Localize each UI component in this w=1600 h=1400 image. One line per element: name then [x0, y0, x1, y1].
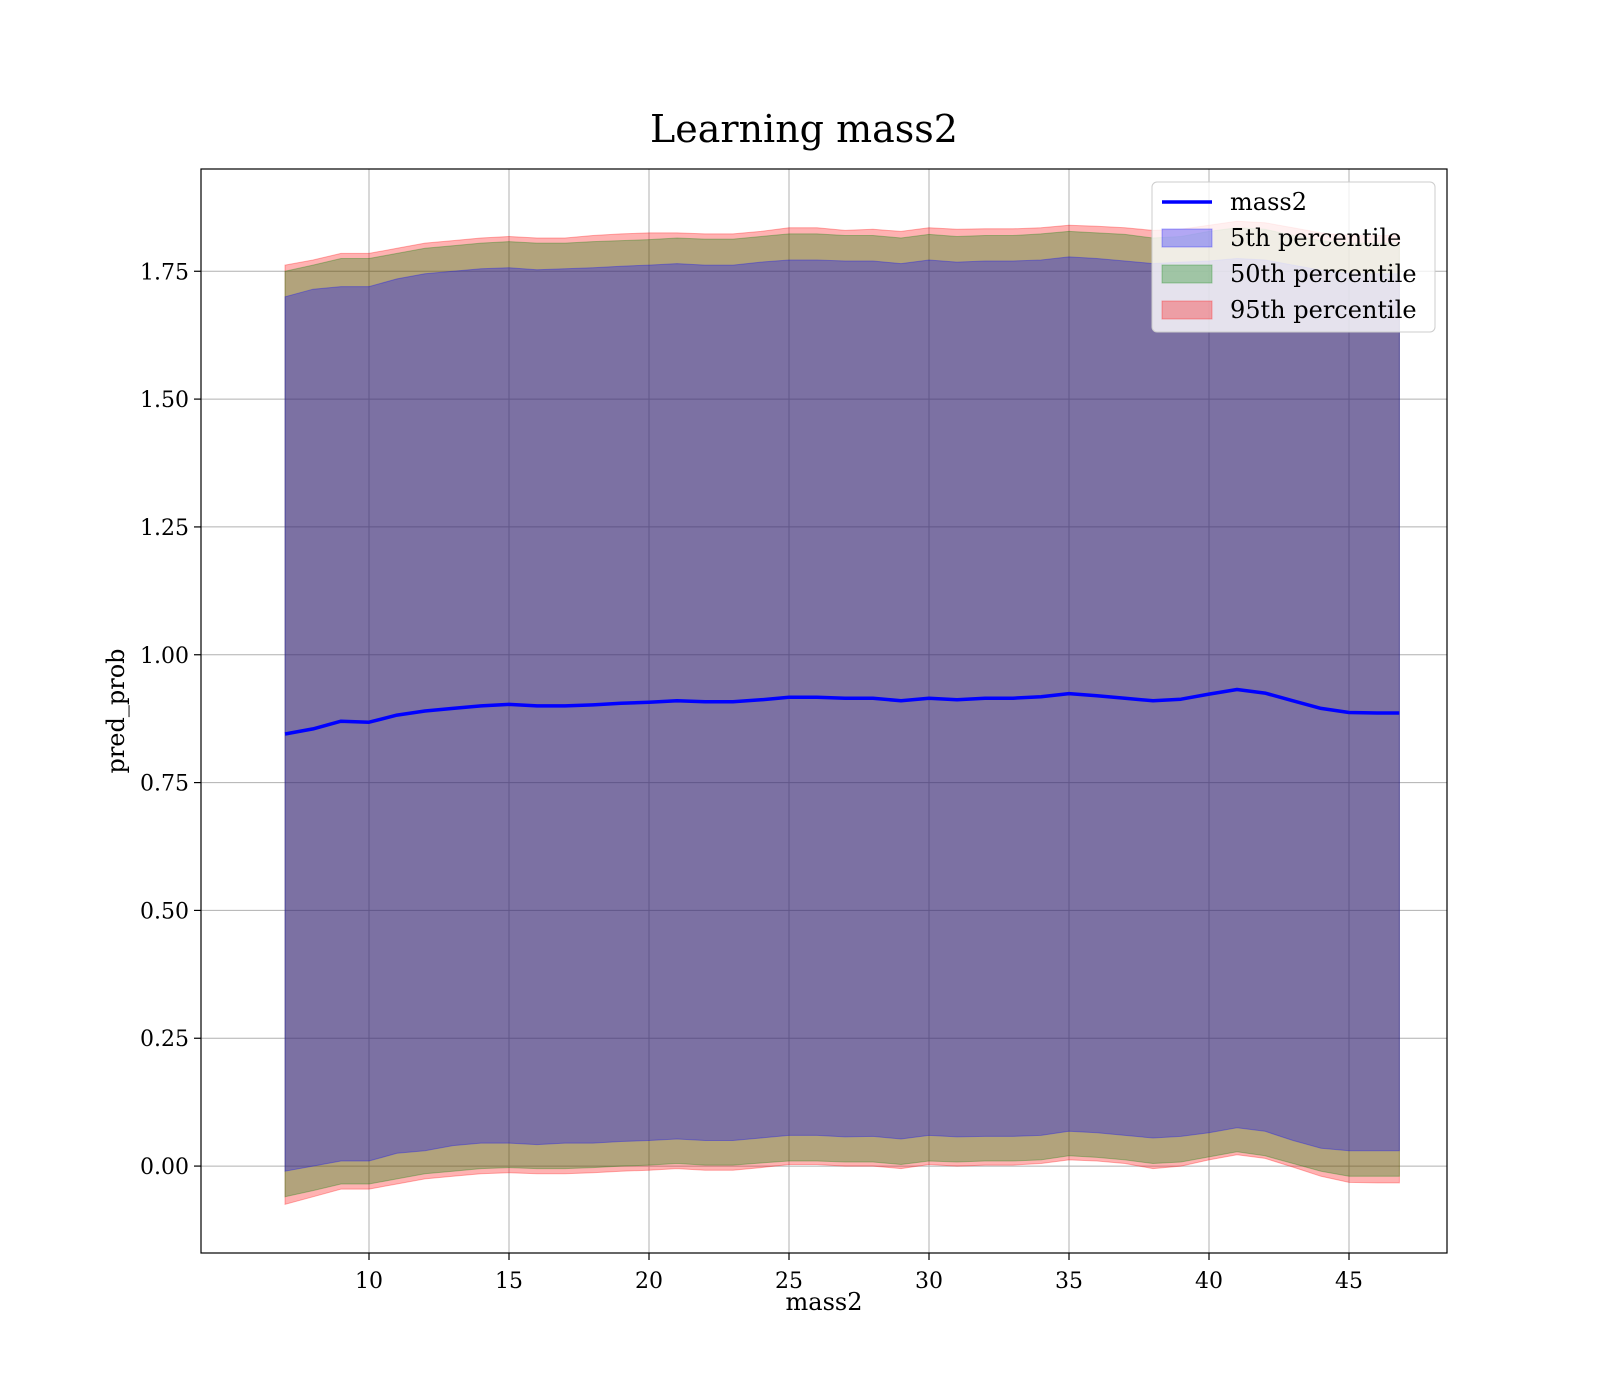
legend: mass2 5th percentile 50th percentile 95th p… — [1151, 181, 1436, 333]
x-tick-label-7: 45 — [1335, 1269, 1363, 1294]
series-line-0 — [284, 687, 1400, 736]
y-axis: 0.00 0.25 0.50 0.75 1.00 1.25 1.50 1.75 — [140, 260, 201, 1180]
band-2 — [284, 256, 1400, 1172]
x-tick-label-4: 30 — [915, 1269, 943, 1294]
series-lines — [284, 687, 1400, 736]
percentile-bands — [284, 220, 1400, 1206]
legend-label-1: 5th percentile — [1230, 224, 1401, 252]
band-1 — [284, 227, 1400, 1198]
x-tick-label-3: 25 — [775, 1269, 803, 1294]
legend-box — [1151, 181, 1436, 333]
y-tick-label-7: 1.75 — [140, 260, 189, 285]
legend-swatch-1 — [1161, 228, 1213, 248]
band-0 — [284, 220, 1400, 1206]
legend-label-2: 50th percentile — [1230, 260, 1417, 288]
x-tick-label-0: 10 — [355, 1269, 383, 1294]
y-tick-label-0: 0.00 — [140, 1155, 189, 1180]
y-tick-label-6: 1.50 — [140, 388, 189, 413]
y-axis-label: pred_prob — [102, 648, 130, 773]
x-axis: 10 15 20 25 30 35 40 45 — [355, 1253, 1363, 1294]
legend-swatch-3 — [1161, 300, 1213, 320]
legend-swatch-2 — [1161, 264, 1213, 284]
x-tick-label-5: 35 — [1055, 1269, 1083, 1294]
chart-title: Learning mass2 — [650, 107, 958, 151]
y-tick-label-1: 0.25 — [140, 1027, 189, 1052]
y-tick-label-4: 1.00 — [140, 644, 189, 669]
plot-frame — [200, 168, 1448, 1254]
x-tick-label-2: 20 — [635, 1269, 663, 1294]
x-axis-label: mass2 — [786, 1288, 863, 1316]
y-tick-label-3: 0.75 — [140, 772, 189, 797]
x-tick-label-6: 40 — [1195, 1269, 1223, 1294]
x-tick-label-1: 15 — [495, 1269, 523, 1294]
y-tick-label-5: 1.25 — [140, 516, 189, 541]
legend-label-3: 95th percentile — [1230, 296, 1417, 324]
legend-label-0: mass2 — [1230, 188, 1307, 216]
y-tick-label-2: 0.50 — [140, 899, 189, 924]
plot-area — [201, 169, 1447, 1253]
